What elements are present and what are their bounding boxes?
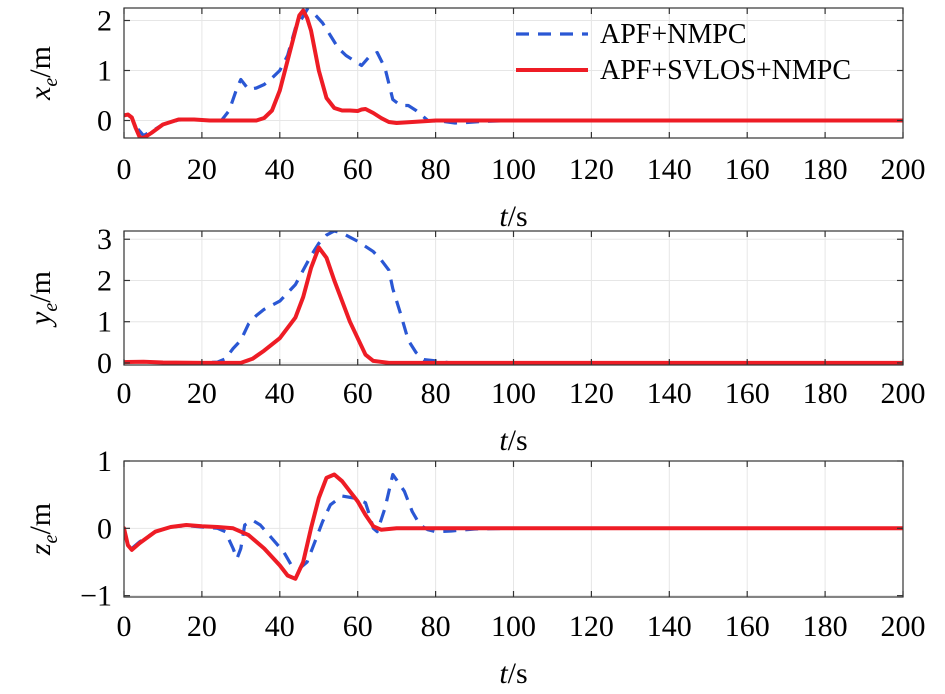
- x-tick-label: 200: [881, 153, 926, 186]
- x-tick-label: 100: [491, 153, 536, 186]
- x-tick-label: 200: [881, 610, 926, 643]
- series-line-apf-nmpc: [124, 231, 903, 365]
- x-tick-label: 60: [343, 610, 373, 643]
- y-tick-label: 2: [97, 264, 112, 297]
- y-tick-label: 0: [97, 105, 112, 138]
- x-axis-label: t/s: [499, 657, 527, 690]
- series-line-apf-svlos-nmpc: [124, 472, 903, 581]
- y-tick-label: 0: [97, 347, 112, 380]
- y-tick-label: 0: [97, 512, 112, 545]
- subplot-1: 0 20 40 60 80 100 120 140 160 180 200 0 1 2 t/s xe/m APF…: [24, 5, 926, 234]
- x-tick-label: 180: [803, 610, 848, 643]
- x-tick-label: 180: [803, 153, 848, 186]
- x-axis-label: t/s: [499, 200, 527, 233]
- x-tick-label: 160: [725, 610, 770, 643]
- x-tick-label: 20: [187, 153, 217, 186]
- y-tick-label: 3: [97, 223, 112, 256]
- series-line-apf-svlos-nmpc: [124, 245, 903, 365]
- x-tick-label: 140: [647, 610, 692, 643]
- x-tick-label: 100: [491, 377, 536, 410]
- x-tick-label: 60: [343, 377, 373, 410]
- x-tick-label: 140: [647, 377, 692, 410]
- x-tick-label: 140: [647, 153, 692, 186]
- subplot-2: 0 20 40 60 80 100 120 140 160 180 200 0 1 2 3 t/s ye/m: [24, 223, 926, 457]
- x-tick-label: 0: [117, 377, 132, 410]
- legend-label-1: APF+NMPC: [600, 19, 747, 50]
- x-tick-label: 40: [265, 377, 295, 410]
- x-tick-label: 80: [421, 610, 451, 643]
- x-tick-label: 100: [491, 610, 536, 643]
- y-tick-label: 1: [97, 306, 112, 339]
- x-tick-label: 160: [725, 153, 770, 186]
- series-line-apf-svlos-nmpc: [124, 8, 903, 138]
- y-axis-label: xe/m: [24, 46, 62, 101]
- x-tick-label: 40: [265, 610, 295, 643]
- y-tick-label: 1: [97, 55, 112, 88]
- legend: APF+NMPC APF+SVLOS+NMPC: [516, 19, 851, 86]
- x-tick-label: 20: [187, 377, 217, 410]
- x-tick-label: 60: [343, 153, 373, 186]
- y-tick-label: 2: [97, 5, 112, 38]
- y-axis-label: ye/m: [24, 271, 62, 328]
- x-tick-label: 80: [421, 377, 451, 410]
- y-tick-label: −1: [80, 580, 112, 613]
- x-tick-label: 0: [117, 153, 132, 186]
- x-tick-label: 120: [569, 377, 614, 410]
- x-tick-label: 180: [803, 377, 848, 410]
- x-tick-label: 120: [569, 153, 614, 186]
- x-tick-label: 0: [117, 610, 132, 643]
- x-tick-label: 20: [187, 610, 217, 643]
- x-tick-label: 120: [569, 610, 614, 643]
- x-axis-label: t/s: [499, 424, 527, 457]
- x-tick-label: 80: [421, 153, 451, 186]
- x-tick-label: 160: [725, 377, 770, 410]
- y-tick-label: 1: [97, 445, 112, 478]
- legend-label-2: APF+SVLOS+NMPC: [600, 55, 851, 86]
- x-tick-label: 200: [881, 377, 926, 410]
- x-tick-label: 40: [265, 153, 295, 186]
- y-axis-label: ze/m: [24, 503, 62, 556]
